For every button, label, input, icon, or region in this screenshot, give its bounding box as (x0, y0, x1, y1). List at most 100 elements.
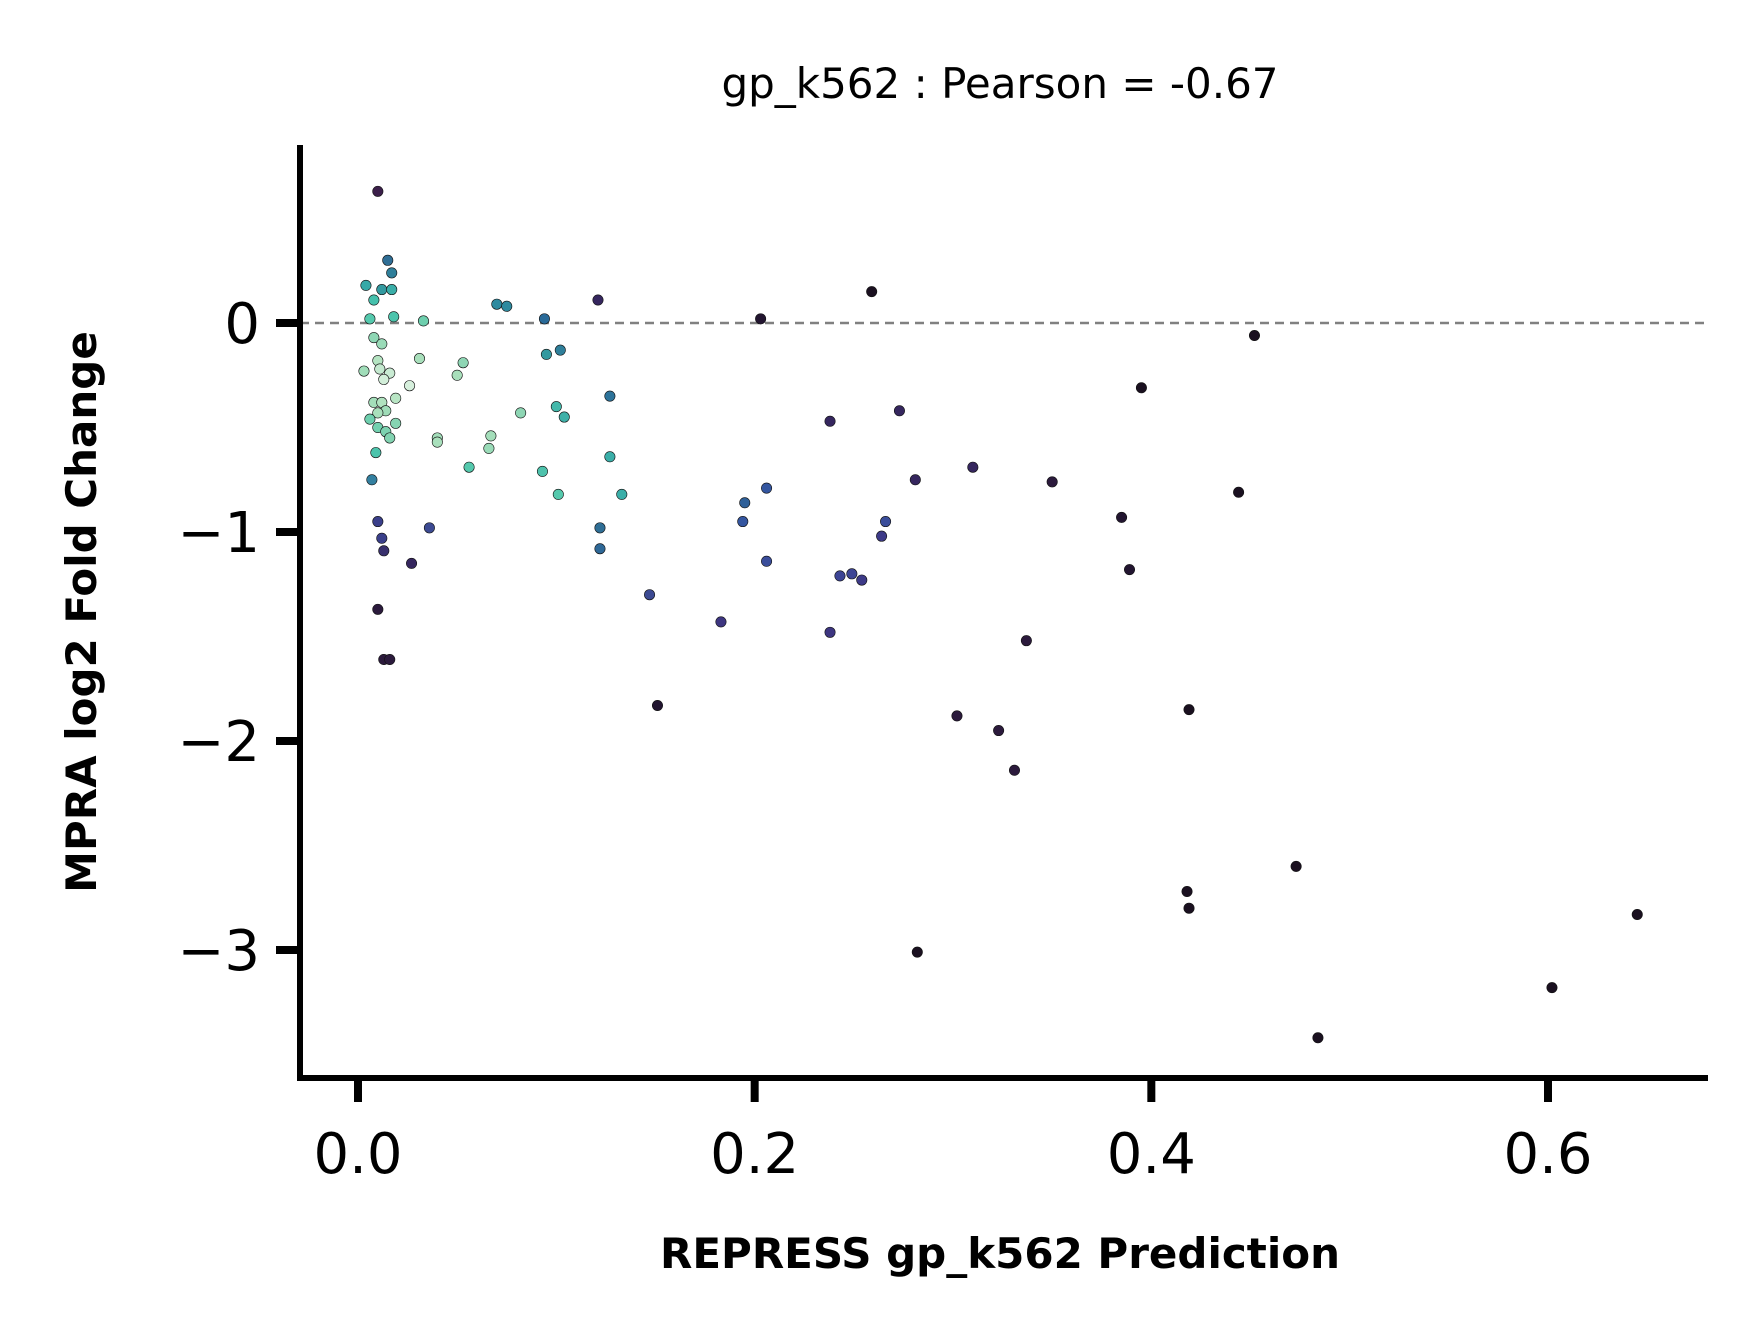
data-point (376, 338, 388, 350)
data-point (893, 405, 905, 417)
data-point (755, 313, 767, 325)
data-point (1312, 1032, 1324, 1044)
data-point (1290, 860, 1302, 872)
x-tick-label: 0.4 (1107, 1122, 1196, 1187)
x-tick-label: 0.6 (1503, 1122, 1592, 1187)
data-point (372, 516, 384, 528)
data-point (951, 710, 963, 722)
data-point (552, 488, 564, 500)
data-point (866, 286, 878, 298)
data-point (368, 294, 380, 306)
ticks: 0.0 0.2 0.4 0.6 0 −1 −2 −3 (177, 292, 1592, 1187)
data-point (1020, 635, 1032, 647)
x-tick-label: 0.0 (313, 1122, 402, 1187)
data-point (1248, 330, 1260, 342)
data-point (374, 363, 386, 375)
data-point (378, 545, 390, 557)
data-point (366, 474, 378, 486)
data-point (501, 300, 513, 312)
data-point (967, 461, 979, 473)
data-point (372, 407, 384, 419)
data-point (390, 392, 402, 404)
data-point (911, 946, 923, 958)
data-point (856, 574, 868, 586)
data-point (358, 365, 370, 377)
y-tick-label: −1 (177, 501, 260, 566)
x-axis-label: REPRESS gp_k562 Prediction (660, 1229, 1340, 1278)
data-point (554, 344, 566, 356)
data-point (384, 653, 396, 665)
data-point (376, 284, 388, 296)
data-point (834, 570, 846, 582)
data-point (737, 516, 749, 528)
data-points (358, 185, 1643, 1044)
data-point (372, 603, 384, 615)
data-point (846, 568, 858, 580)
data-point (824, 626, 836, 638)
data-point (739, 497, 751, 509)
data-point (382, 254, 394, 266)
data-point (594, 522, 606, 534)
data-point (404, 380, 416, 392)
y-tick-label: −3 (177, 919, 260, 984)
data-point (463, 461, 475, 473)
data-point (370, 447, 382, 459)
data-point (616, 488, 628, 500)
data-point (431, 436, 443, 448)
data-point (592, 294, 604, 306)
data-point (604, 451, 616, 463)
data-point (423, 522, 435, 534)
data-point (390, 417, 402, 429)
data-point (1124, 564, 1136, 576)
y-tick-label: −2 (177, 710, 260, 775)
data-point (536, 465, 548, 477)
data-point (604, 390, 616, 402)
data-point (388, 311, 400, 323)
data-point (993, 725, 1005, 737)
data-point (1183, 704, 1195, 716)
data-point (1135, 382, 1147, 394)
data-point (761, 482, 773, 494)
axes (297, 145, 1708, 1081)
data-point (457, 357, 469, 369)
data-point (558, 411, 570, 423)
data-point (376, 532, 388, 544)
y-tick-label: 0 (224, 292, 260, 357)
data-point (644, 589, 656, 601)
data-point (1116, 511, 1128, 523)
data-point (909, 474, 921, 486)
chart-title: gp_k562 : Pearson = -0.67 (721, 59, 1278, 108)
data-point (372, 185, 384, 197)
data-point (1181, 885, 1193, 897)
data-point (540, 348, 552, 360)
data-point (364, 313, 376, 325)
data-point (364, 413, 376, 425)
data-point (550, 401, 562, 413)
data-point (491, 298, 503, 310)
data-point (406, 557, 418, 569)
data-point (1046, 476, 1058, 488)
data-point (1546, 982, 1558, 994)
data-point (824, 415, 836, 427)
data-point (880, 516, 892, 528)
data-point (1631, 908, 1643, 920)
data-point (384, 432, 396, 444)
data-point (1008, 764, 1020, 776)
data-point (876, 530, 888, 542)
data-point (594, 543, 606, 555)
data-point (1183, 902, 1195, 914)
data-point (761, 555, 773, 567)
data-point (651, 699, 663, 711)
data-point (538, 313, 550, 325)
x-tick-label: 0.2 (710, 1122, 799, 1187)
data-point (485, 430, 497, 442)
data-point (413, 353, 425, 365)
data-point (417, 315, 429, 327)
data-point (386, 267, 398, 279)
data-point (715, 616, 727, 628)
data-point (515, 407, 527, 419)
y-axis-label: MPRA log2 Fold Change (57, 331, 106, 893)
data-point (483, 442, 495, 454)
data-point (368, 332, 380, 344)
